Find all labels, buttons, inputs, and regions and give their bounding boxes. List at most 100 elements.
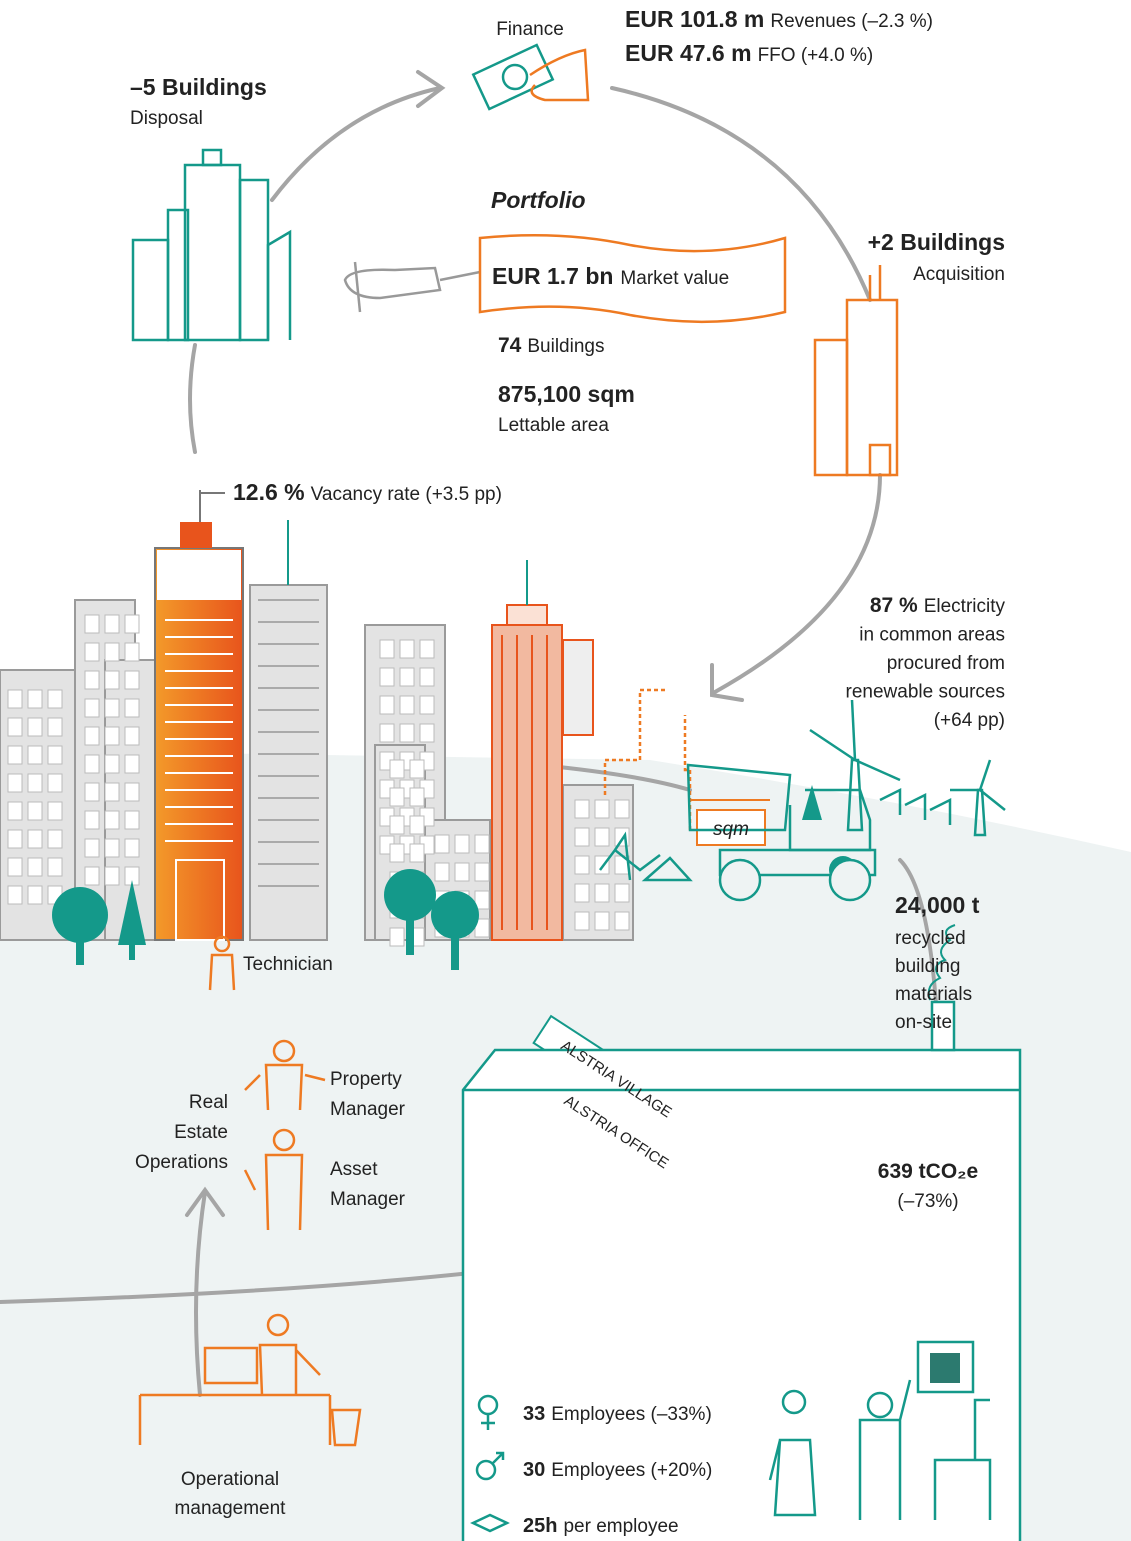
window (390, 816, 404, 834)
window (475, 863, 489, 881)
operational-label: management (175, 1498, 287, 1519)
window (105, 839, 119, 857)
role-label: Manager (330, 1189, 406, 1210)
kpi-value: EUR 47.6 m (625, 40, 752, 66)
window (105, 811, 119, 829)
recycling-value: 24,000 t (895, 892, 980, 918)
window (8, 802, 22, 820)
window (8, 774, 22, 792)
role-label: Technician (243, 954, 333, 975)
window (85, 839, 99, 857)
window (575, 912, 589, 930)
acquisition-building (815, 265, 897, 475)
window (85, 755, 99, 773)
area-value: 875,100 sqm (498, 381, 635, 407)
window (48, 746, 62, 764)
role-label: Property (330, 1069, 402, 1090)
window (390, 844, 404, 862)
window (615, 800, 629, 818)
window (595, 912, 609, 930)
disposal-value: –5 Buildings (130, 74, 267, 100)
window (48, 718, 62, 736)
window (420, 696, 434, 714)
electricity-line: renewable sources (846, 682, 1005, 703)
kpi-value: EUR 1.7 bn (492, 263, 613, 289)
kpi-value: 12.6 % (233, 479, 305, 505)
window (475, 835, 489, 853)
recycling-line: on-site (895, 1012, 952, 1033)
window (390, 928, 404, 946)
infographic: Finance EUR 101.8 mRevenues (–2.3 %) EUR… (0, 0, 1131, 1541)
window (125, 699, 139, 717)
window (105, 755, 119, 773)
window (390, 760, 404, 778)
employee-stat: 33Employees (–33%) (523, 1403, 712, 1425)
window (615, 884, 629, 902)
window (125, 671, 139, 689)
window (85, 615, 99, 633)
window (125, 783, 139, 801)
window (420, 668, 434, 686)
window (28, 830, 42, 848)
plane-icon (345, 262, 480, 312)
recycling-line: building (895, 956, 961, 977)
window (48, 774, 62, 792)
window (420, 724, 434, 742)
vacancy: 12.6 %Vacancy rate (+3.5 pp) (233, 479, 502, 505)
window (105, 727, 119, 745)
window (28, 718, 42, 736)
window (595, 800, 609, 818)
window (48, 830, 62, 848)
kpi-label: FFO (+4.0 %) (758, 45, 874, 66)
acquisition-label: Acquisition (913, 264, 1005, 285)
window (8, 746, 22, 764)
window (390, 788, 404, 806)
operations-title: Estate (174, 1122, 228, 1143)
kpi-value: 87 % (870, 594, 918, 617)
window (85, 783, 99, 801)
kpi-value: 30 (523, 1459, 545, 1481)
window (8, 858, 22, 876)
kpi-label: per employee (563, 1516, 678, 1537)
window (8, 690, 22, 708)
window (105, 783, 119, 801)
window (380, 668, 394, 686)
window (595, 884, 609, 902)
office-house (463, 1002, 1020, 1541)
window (380, 724, 394, 742)
window (85, 811, 99, 829)
window (410, 788, 424, 806)
window (85, 867, 99, 885)
kpi-label: Electricity (924, 596, 1006, 617)
window (85, 671, 99, 689)
window (595, 856, 609, 874)
window (615, 912, 629, 930)
operations-title: Operations (135, 1152, 228, 1173)
window (48, 690, 62, 708)
window (420, 640, 434, 658)
emissions-value: 639 tCO₂e (878, 1160, 978, 1183)
window (410, 760, 424, 778)
window (400, 724, 414, 742)
window (125, 727, 139, 745)
window (125, 839, 139, 857)
window (105, 699, 119, 717)
role-label: Manager (330, 1099, 406, 1120)
kpi-label: Buildings (527, 336, 604, 357)
window (125, 643, 139, 661)
sign-label: sqm (713, 819, 749, 840)
window (575, 800, 589, 818)
window (400, 696, 414, 714)
window (575, 884, 589, 902)
ffo: EUR 47.6 m FFO (+4.0 %) (625, 40, 873, 66)
window (380, 696, 394, 714)
electricity-line: in common areas (859, 625, 1005, 646)
window (125, 811, 139, 829)
finance-label: Finance (496, 19, 564, 40)
kpi-label: Employees (+20%) (551, 1460, 712, 1481)
window (48, 858, 62, 876)
emissions-label: (–73%) (897, 1191, 958, 1212)
kpi-label: Market value (620, 268, 729, 289)
